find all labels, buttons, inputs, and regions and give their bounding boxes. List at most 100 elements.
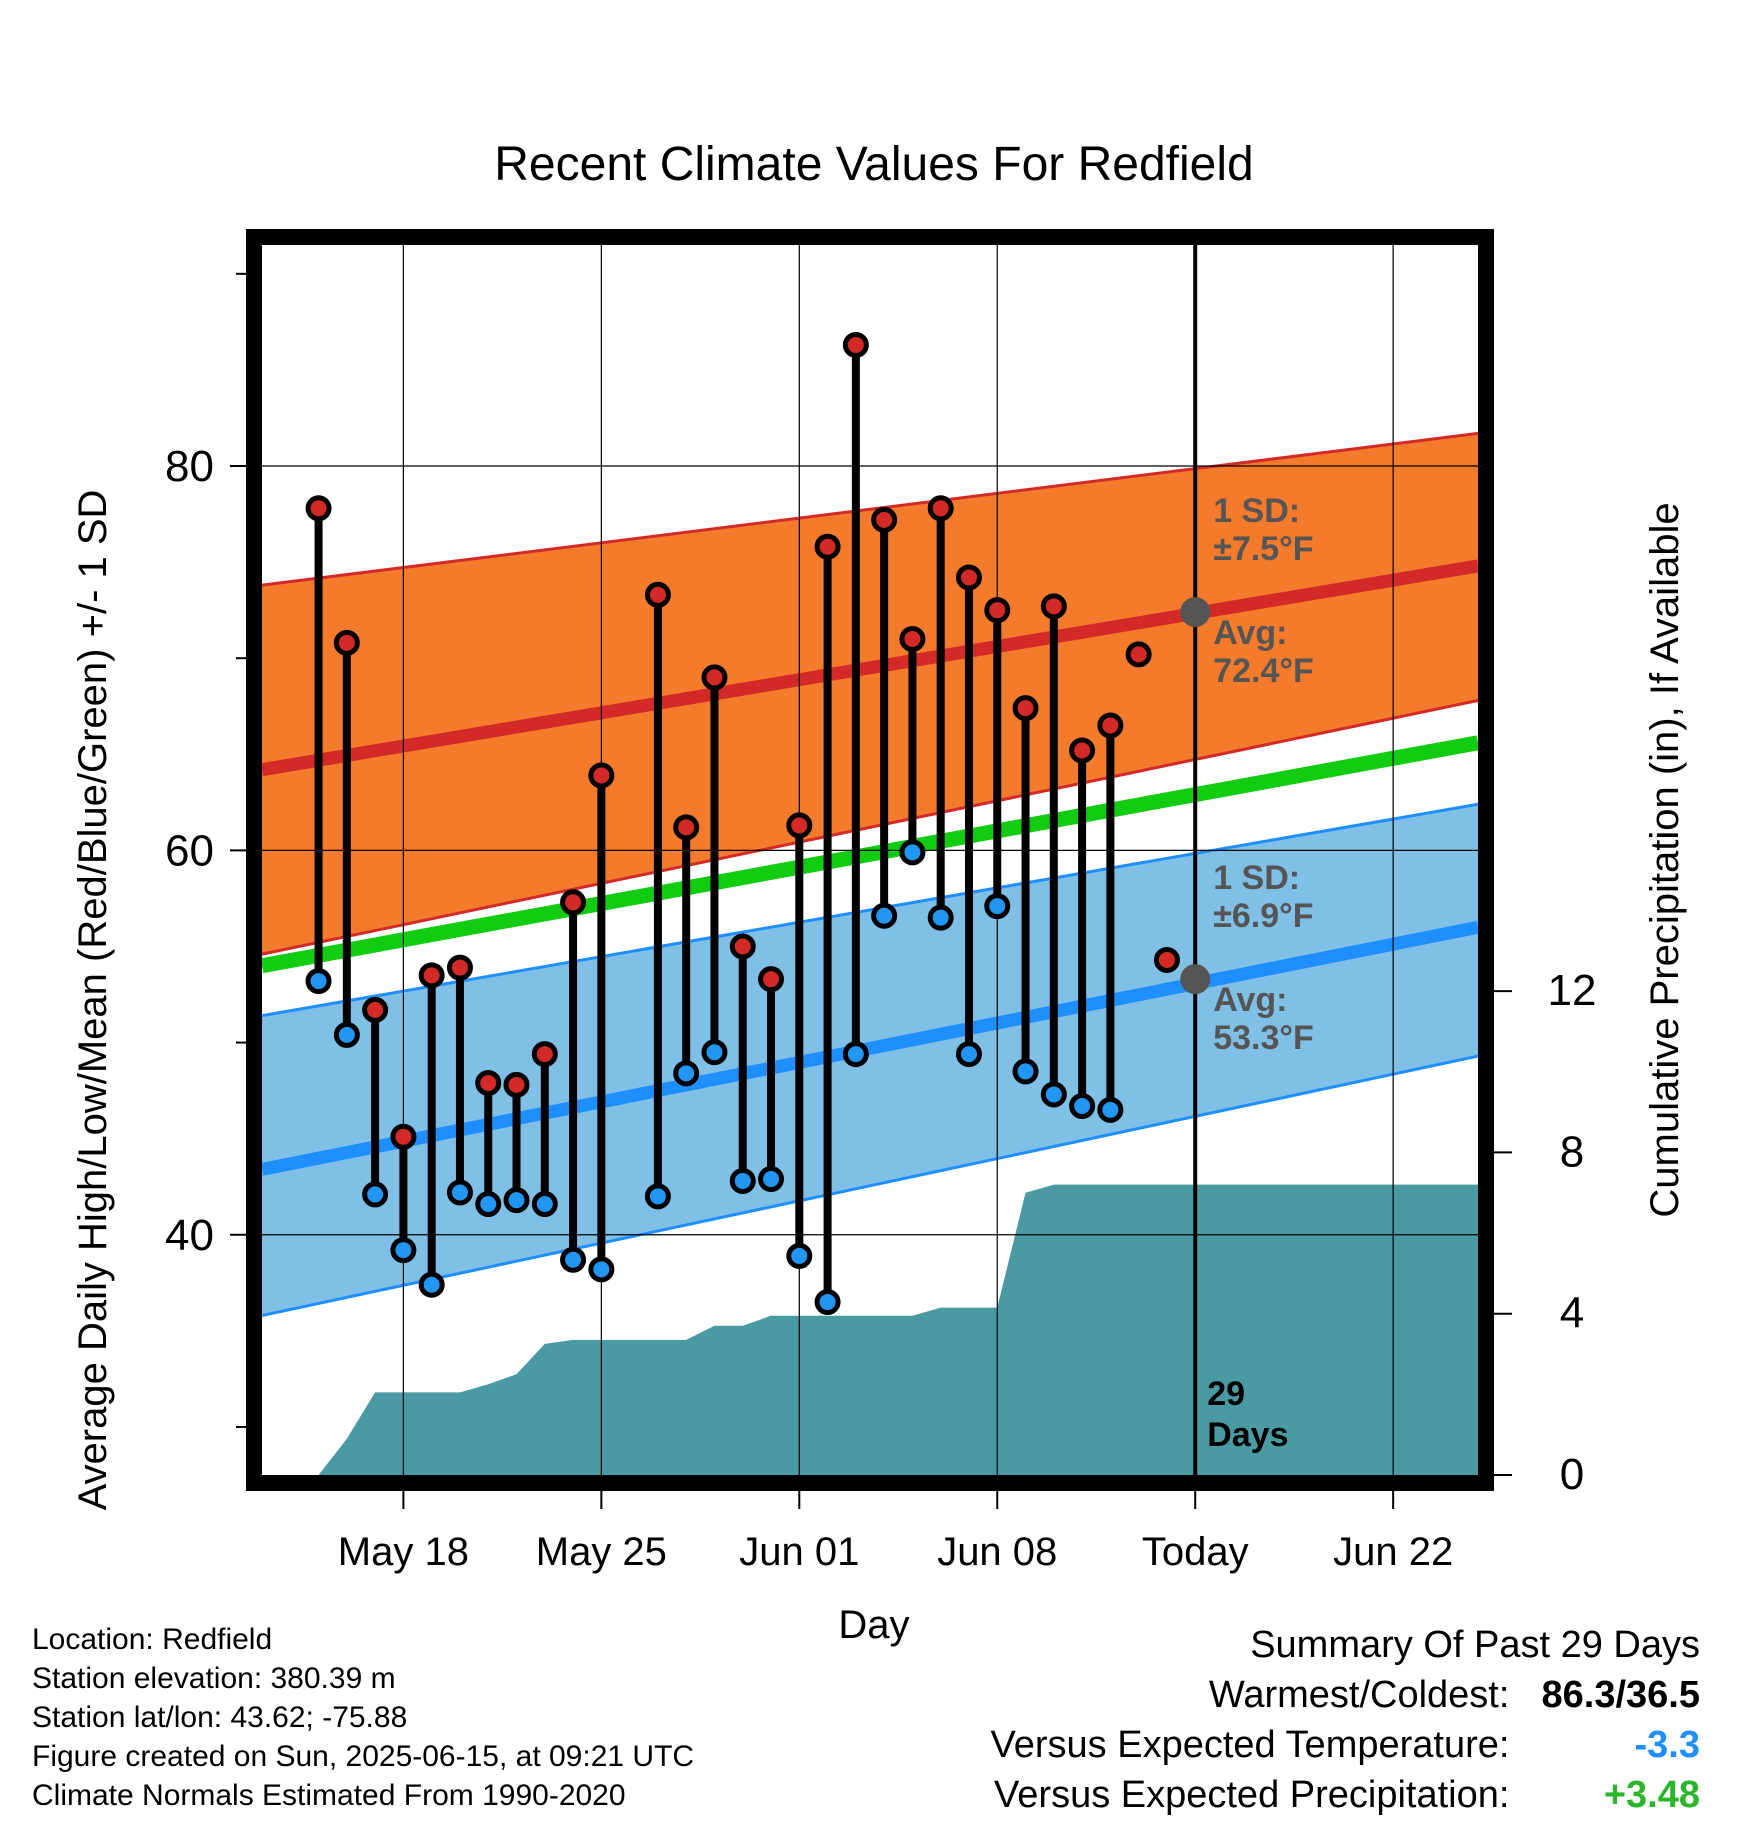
- daily-low-point: [418, 1271, 445, 1298]
- daily-high-point: [305, 495, 332, 522]
- x-tick-label: Jun 08: [937, 1530, 1057, 1574]
- daily-low-point: [758, 1166, 785, 1193]
- daily-high-point: [729, 933, 756, 960]
- y2-axis-label: Cumulative Precipitation (in), If Availa…: [1643, 502, 1687, 1217]
- temp-deviation-value: -3.3: [1634, 1724, 1700, 1766]
- daily-low-point: [588, 1256, 615, 1283]
- daily-low-point: [786, 1242, 813, 1269]
- daily-high-point: [1040, 593, 1067, 620]
- daily-low-point: [333, 1021, 360, 1048]
- daily-high-point: [446, 954, 473, 981]
- daily-low-point: [955, 1041, 982, 1068]
- y-tick-label: 80: [165, 442, 214, 491]
- y-tick-label: 40: [165, 1211, 214, 1260]
- daily-high-point: [899, 625, 926, 652]
- sd-low-value: ±6.9°F: [1213, 897, 1313, 935]
- daily-high-point: [588, 762, 615, 789]
- daily-high-point: [390, 1123, 417, 1150]
- x-tick-label: May 18: [338, 1530, 469, 1574]
- avg-high-line: [262, 559, 1478, 777]
- avg-mean-line: [262, 735, 1478, 974]
- y2-tick-label: 4: [1560, 1289, 1584, 1338]
- summary-title: Summary Of Past 29 Days: [1250, 1624, 1700, 1666]
- precip-deviation-value: +3.48: [1603, 1774, 1700, 1816]
- daily-high-point: [842, 331, 869, 358]
- daily-high-point: [1125, 641, 1152, 668]
- daily-low-point: [390, 1237, 417, 1264]
- daily-low-point: [503, 1187, 530, 1214]
- daily-low-point: [701, 1039, 728, 1066]
- avg-high-label: Avg:: [1213, 614, 1287, 652]
- daily-low-point: [814, 1289, 841, 1316]
- days-unit-label: Days: [1207, 1416, 1288, 1454]
- daily-high-point: [333, 629, 360, 656]
- daily-low-point: [729, 1167, 756, 1194]
- daily-high-point: [955, 564, 982, 591]
- daily-high-point: [758, 966, 785, 993]
- avg-low-value: 53.3°F: [1213, 1019, 1314, 1057]
- daily-low-point: [446, 1179, 473, 1206]
- sd-high-value: ±7.5°F: [1213, 530, 1313, 568]
- daily-low-point: [673, 1060, 700, 1087]
- y-tick-label: 60: [165, 826, 214, 875]
- y-axis-label: Average Daily High/Low/Mean (Red/Blue/Gr…: [71, 490, 115, 1511]
- daily-low-point: [984, 893, 1011, 920]
- daily-low-point: [531, 1191, 558, 1218]
- warmest-label: Warmest/Coldest:: [1208, 1674, 1510, 1716]
- low-sd-band-upper-edge: [262, 802, 1478, 1018]
- sd-low-label: 1 SD:: [1213, 859, 1300, 897]
- daily-high-point: [475, 1069, 502, 1096]
- days-count-label: 29: [1207, 1375, 1245, 1413]
- x-tick-label: Jun 22: [1333, 1530, 1453, 1574]
- daily-high-point: [560, 889, 587, 916]
- daily-high-point: [531, 1041, 558, 1068]
- created-text: Figure created on Sun, 2025-06-15, at 09…: [32, 1740, 695, 1773]
- x-tick-label: Jun 01: [739, 1530, 859, 1574]
- daily-high-point: [362, 996, 389, 1023]
- avg-high-dot: [1180, 597, 1211, 628]
- daily-high-point: [814, 533, 841, 560]
- temp-deviation-label: Versus Expected Temperature:: [990, 1724, 1510, 1766]
- daily-low-point: [1097, 1096, 1124, 1123]
- daily-low-point: [842, 1041, 869, 1068]
- latlon-text: Station lat/lon: 43.62; -75.88: [32, 1701, 408, 1734]
- low-sd-band: [262, 804, 1478, 1316]
- precip-deviation-label: Versus Expected Precipitation:: [994, 1774, 1510, 1816]
- daily-high-point: [1012, 695, 1039, 722]
- daily-low-point: [899, 839, 926, 866]
- daily-low-point: [560, 1246, 587, 1273]
- daily-high-point: [786, 812, 813, 839]
- daily-low-point: [927, 904, 954, 931]
- normals-text: Climate Normals Estimated From 1990-2020: [32, 1779, 626, 1812]
- plot-border: [246, 229, 1494, 1491]
- high-sd-band-upper-edge: [262, 431, 1478, 587]
- daily-low-point: [1040, 1081, 1067, 1108]
- daily-low-point: [644, 1183, 671, 1210]
- daily-low-point: [305, 968, 332, 995]
- daily-high-point: [701, 664, 728, 691]
- low-sd-band-lower-edge: [262, 1054, 1478, 1317]
- sd-high-label: 1 SD:: [1213, 492, 1300, 530]
- daily-high-point: [673, 814, 700, 841]
- y2-tick-label: 12: [1548, 966, 1597, 1015]
- daily-low-point: [362, 1181, 389, 1208]
- avg-low-dot: [1180, 964, 1211, 995]
- location-text: Location: Redfield: [32, 1623, 273, 1656]
- daily-high-point: [418, 962, 445, 989]
- station-info: Location: Redfield Station elevation: 38…: [32, 1620, 694, 1815]
- daily-high-point: [1097, 712, 1124, 739]
- daily-low-point: [475, 1191, 502, 1218]
- chart-title: Recent Climate Values For Redfield: [494, 138, 1253, 191]
- precip-area: [318, 1184, 1478, 1475]
- y2-tick-label: 8: [1560, 1127, 1584, 1176]
- daily-high-point: [1069, 737, 1096, 764]
- daily-high-point: [984, 597, 1011, 624]
- avg-low-label: Avg:: [1213, 981, 1287, 1019]
- high-sd-band-lower-edge: [262, 699, 1478, 956]
- avg-low-line: [262, 920, 1478, 1176]
- daily-low-point: [1012, 1058, 1039, 1085]
- summary-panel: Summary Of Past 29 Days Warmest/Coldest:…: [991, 1620, 1700, 1820]
- daily-high-point: [503, 1071, 530, 1098]
- daily-high-point: [1153, 946, 1180, 973]
